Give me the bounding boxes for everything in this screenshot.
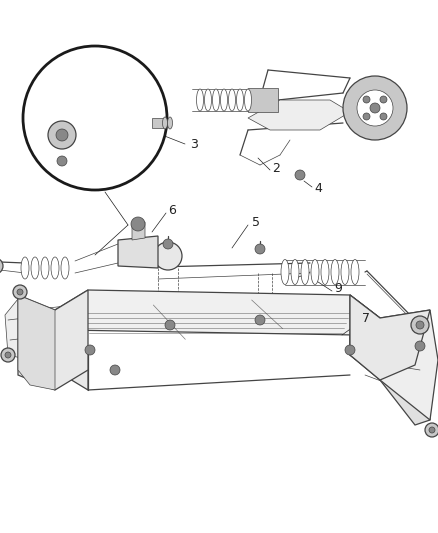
Ellipse shape — [341, 260, 349, 285]
Polygon shape — [55, 310, 88, 390]
Circle shape — [5, 352, 11, 358]
Circle shape — [363, 96, 370, 103]
Ellipse shape — [331, 260, 339, 285]
Ellipse shape — [205, 89, 212, 111]
Text: 1: 1 — [312, 262, 320, 274]
Polygon shape — [350, 295, 430, 380]
Circle shape — [110, 365, 120, 375]
Circle shape — [85, 345, 95, 355]
Circle shape — [429, 427, 435, 433]
Ellipse shape — [291, 260, 299, 285]
Text: 4: 4 — [314, 182, 322, 195]
Polygon shape — [248, 100, 350, 130]
Circle shape — [23, 46, 167, 190]
Ellipse shape — [301, 260, 309, 285]
Circle shape — [370, 103, 380, 113]
Ellipse shape — [61, 257, 69, 279]
Circle shape — [1, 348, 15, 362]
Polygon shape — [132, 222, 145, 240]
Circle shape — [56, 129, 68, 141]
Ellipse shape — [31, 257, 39, 279]
Text: 6: 6 — [168, 204, 176, 216]
Circle shape — [295, 170, 305, 180]
Circle shape — [425, 423, 438, 437]
Text: 2: 2 — [272, 161, 280, 174]
Circle shape — [57, 156, 67, 166]
Circle shape — [0, 258, 3, 274]
Circle shape — [363, 113, 370, 120]
Ellipse shape — [167, 117, 173, 129]
Ellipse shape — [229, 89, 236, 111]
Ellipse shape — [281, 260, 289, 285]
Circle shape — [380, 113, 387, 120]
Polygon shape — [18, 290, 88, 390]
Circle shape — [17, 289, 23, 295]
Ellipse shape — [41, 257, 49, 279]
Polygon shape — [350, 335, 430, 425]
Polygon shape — [55, 290, 380, 335]
Circle shape — [131, 217, 145, 231]
Circle shape — [345, 345, 355, 355]
Polygon shape — [360, 310, 438, 420]
Ellipse shape — [162, 117, 167, 129]
Circle shape — [255, 244, 265, 254]
Ellipse shape — [197, 89, 204, 111]
Polygon shape — [350, 295, 380, 378]
Polygon shape — [5, 299, 55, 360]
Text: 5: 5 — [252, 215, 260, 229]
Polygon shape — [118, 236, 158, 268]
Text: 9: 9 — [334, 281, 342, 295]
Circle shape — [165, 320, 175, 330]
Polygon shape — [18, 295, 55, 390]
Polygon shape — [152, 118, 164, 128]
Text: 3: 3 — [190, 138, 198, 150]
Ellipse shape — [244, 89, 251, 111]
Ellipse shape — [237, 89, 244, 111]
Circle shape — [154, 242, 182, 270]
Circle shape — [415, 341, 425, 351]
Circle shape — [163, 239, 173, 249]
Ellipse shape — [321, 260, 329, 285]
Ellipse shape — [220, 89, 227, 111]
Ellipse shape — [51, 257, 59, 279]
Ellipse shape — [351, 260, 359, 285]
Circle shape — [343, 76, 407, 140]
Ellipse shape — [212, 89, 219, 111]
Circle shape — [380, 96, 387, 103]
Circle shape — [357, 90, 393, 126]
Circle shape — [48, 121, 76, 149]
Polygon shape — [248, 88, 278, 112]
Ellipse shape — [21, 257, 29, 279]
Ellipse shape — [311, 260, 319, 285]
Circle shape — [411, 316, 429, 334]
Circle shape — [255, 315, 265, 325]
Circle shape — [416, 321, 424, 329]
Text: 7: 7 — [362, 311, 370, 325]
Circle shape — [13, 285, 27, 299]
